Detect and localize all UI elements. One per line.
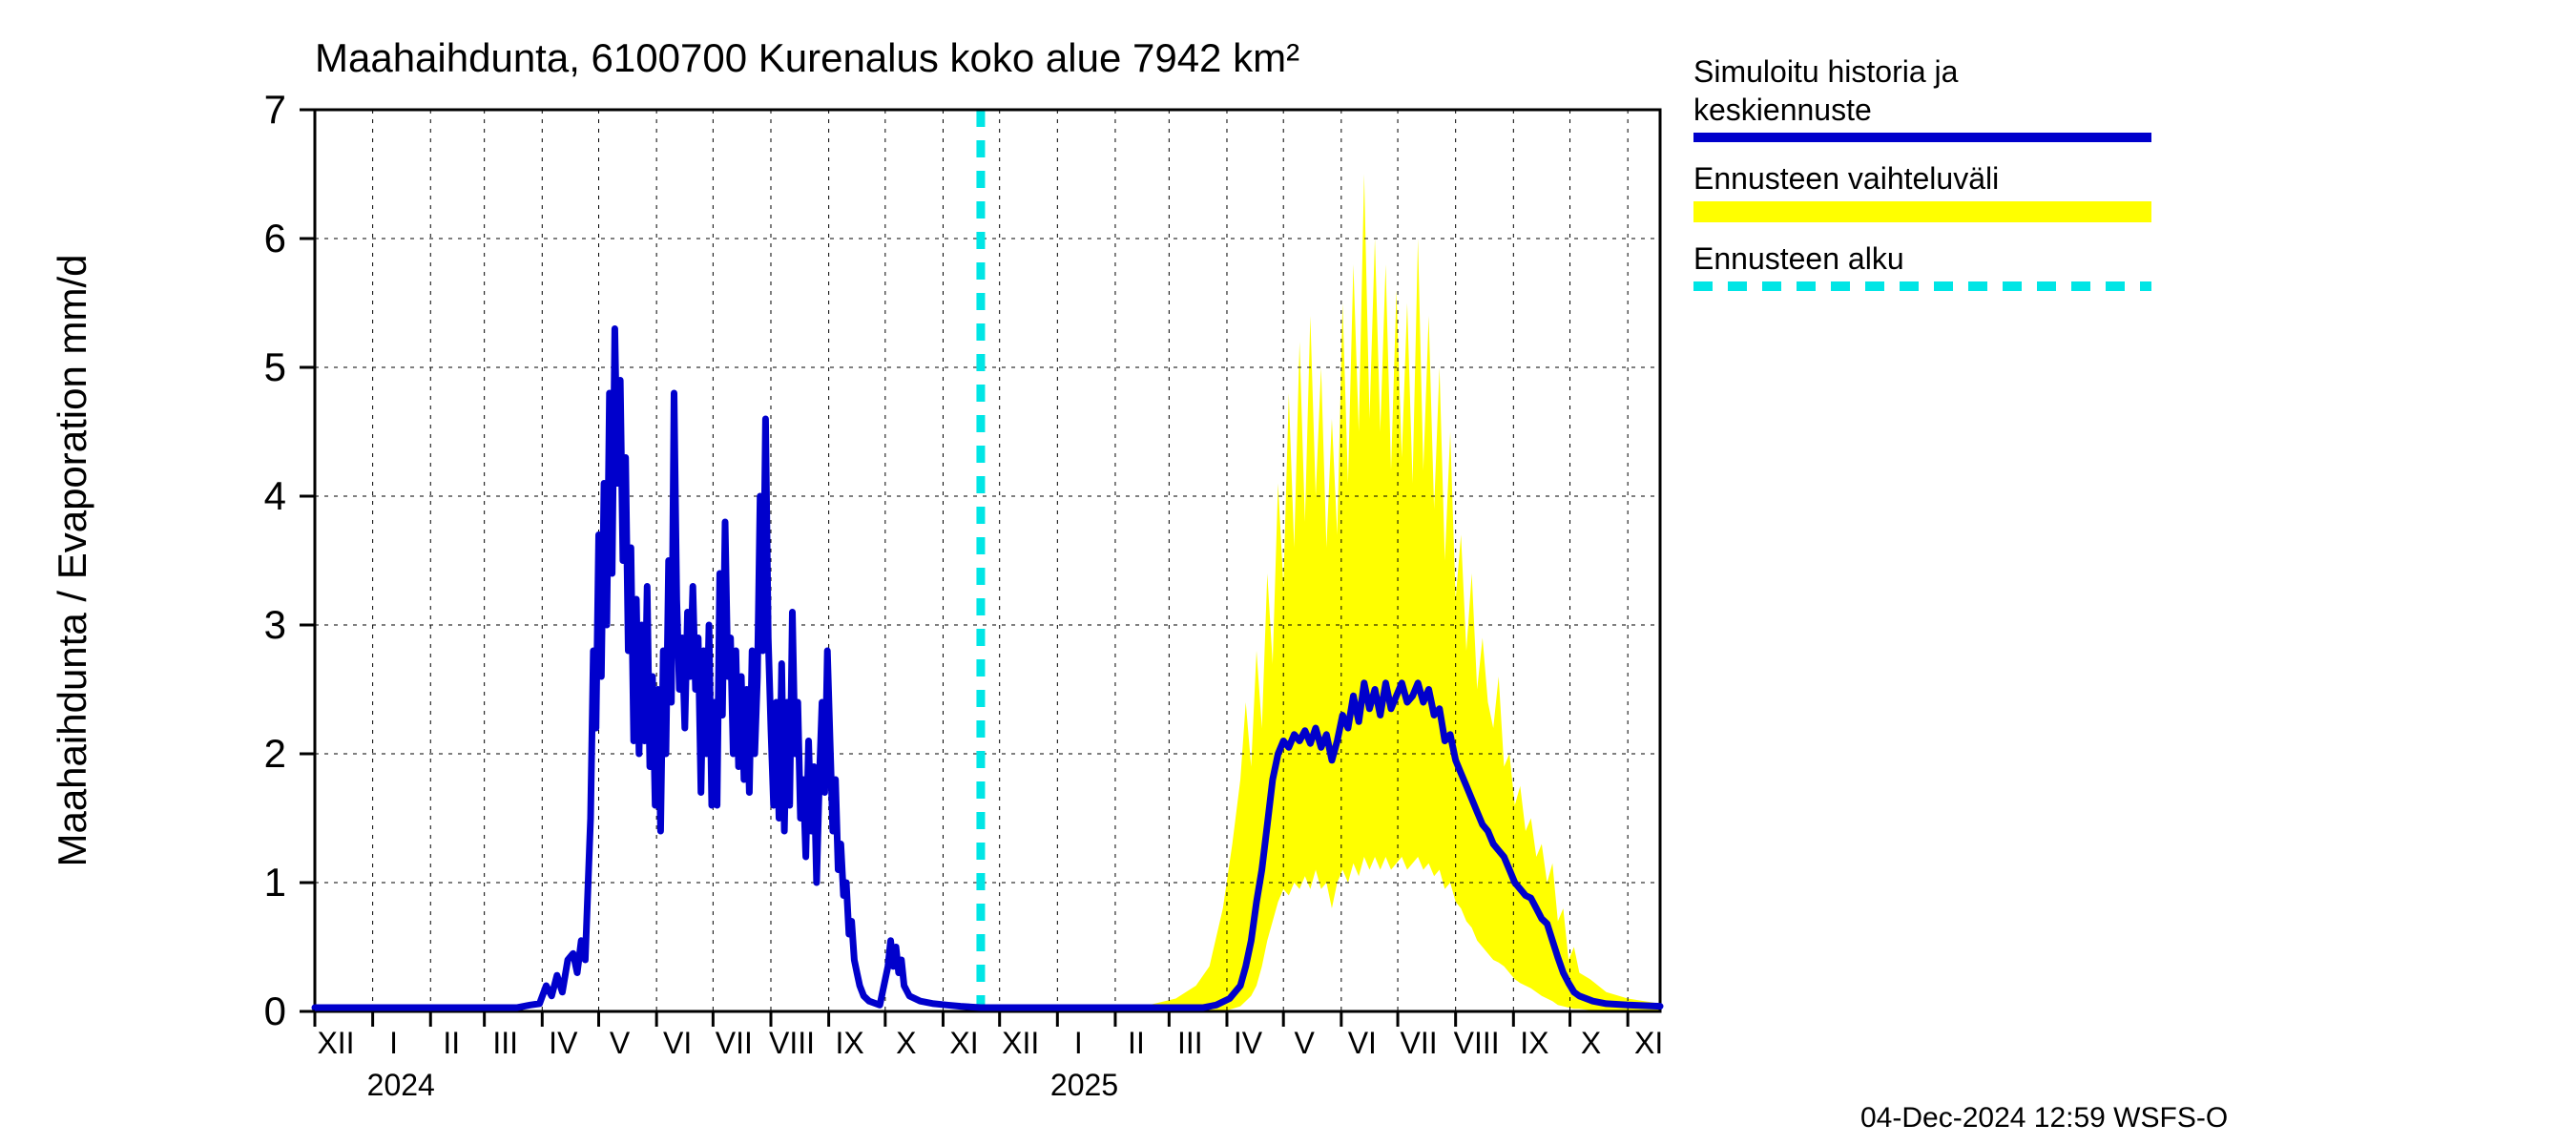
legend-label: Ennusteen vaihteluväli: [1693, 159, 2151, 198]
legend-swatch: [1693, 133, 2151, 142]
legend-swatch: [1693, 281, 2151, 291]
legend: Simuloitu historia jakeskiennuste Ennuste…: [1693, 52, 2151, 308]
legend-entry: Ennusteen alku: [1693, 239, 2151, 291]
ytick-label: 4: [264, 473, 286, 518]
legend-swatch: [1693, 201, 2151, 222]
xtick-label: VII: [716, 1026, 753, 1060]
ytick-label: 2: [264, 731, 286, 776]
year-label: 2025: [1050, 1068, 1118, 1102]
xtick-label: II: [443, 1026, 460, 1060]
xtick-label: III: [492, 1026, 518, 1060]
xtick-label: IV: [1234, 1026, 1263, 1060]
ytick-label: 1: [264, 860, 286, 905]
ytick-label: 5: [264, 344, 286, 389]
chart-svg: 01234567XIIIIIIIIIVVVIVIIVIIIIXXXIXIIIII…: [0, 0, 2576, 1145]
y-axis-label: Maahaihdunta / Evaporation mm/d: [50, 254, 94, 866]
xtick-label: XI: [949, 1026, 978, 1060]
xtick-label: V: [1295, 1026, 1316, 1060]
xtick-label: VI: [663, 1026, 692, 1060]
xtick-label: VII: [1400, 1026, 1437, 1060]
xtick-label: III: [1177, 1026, 1203, 1060]
xtick-label: IX: [836, 1026, 864, 1060]
xtick-label: XI: [1634, 1026, 1663, 1060]
xtick-label: IV: [549, 1026, 578, 1060]
legend-entry: Ennusteen vaihteluväli: [1693, 159, 2151, 222]
legend-label: Simuloitu historia ja: [1693, 52, 2151, 91]
xtick-label: I: [389, 1026, 398, 1060]
xtick-label: V: [610, 1026, 631, 1060]
xtick-label: XII: [317, 1026, 354, 1060]
legend-label: Ennusteen alku: [1693, 239, 2151, 278]
xtick-label: IX: [1520, 1026, 1548, 1060]
xtick-label: VI: [1348, 1026, 1377, 1060]
xtick-label: XII: [1002, 1026, 1039, 1060]
ytick-label: 0: [264, 989, 286, 1033]
ytick-label: 3: [264, 602, 286, 647]
footer-timestamp: 04-Dec-2024 12:59 WSFS-O: [1860, 1102, 2228, 1135]
xtick-label: VIII: [1454, 1026, 1500, 1060]
chart-title: Maahaihdunta, 6100700 Kurenalus koko alu…: [315, 35, 1299, 80]
xtick-label: II: [1128, 1026, 1145, 1060]
ytick-label: 6: [264, 216, 286, 260]
xtick-label: I: [1074, 1026, 1083, 1060]
legend-entry: Simuloitu historia jakeskiennuste: [1693, 52, 2151, 142]
legend-label: keskiennuste: [1693, 91, 2151, 129]
year-label: 2024: [367, 1068, 435, 1102]
xtick-label: X: [896, 1026, 916, 1060]
xtick-label: X: [1581, 1026, 1601, 1060]
xtick-label: VIII: [769, 1026, 815, 1060]
ytick-label: 7: [264, 87, 286, 132]
chart-stage: 01234567XIIIIIIIIIVVVIVIIVIIIIXXXIXIIIII…: [0, 0, 2576, 1145]
